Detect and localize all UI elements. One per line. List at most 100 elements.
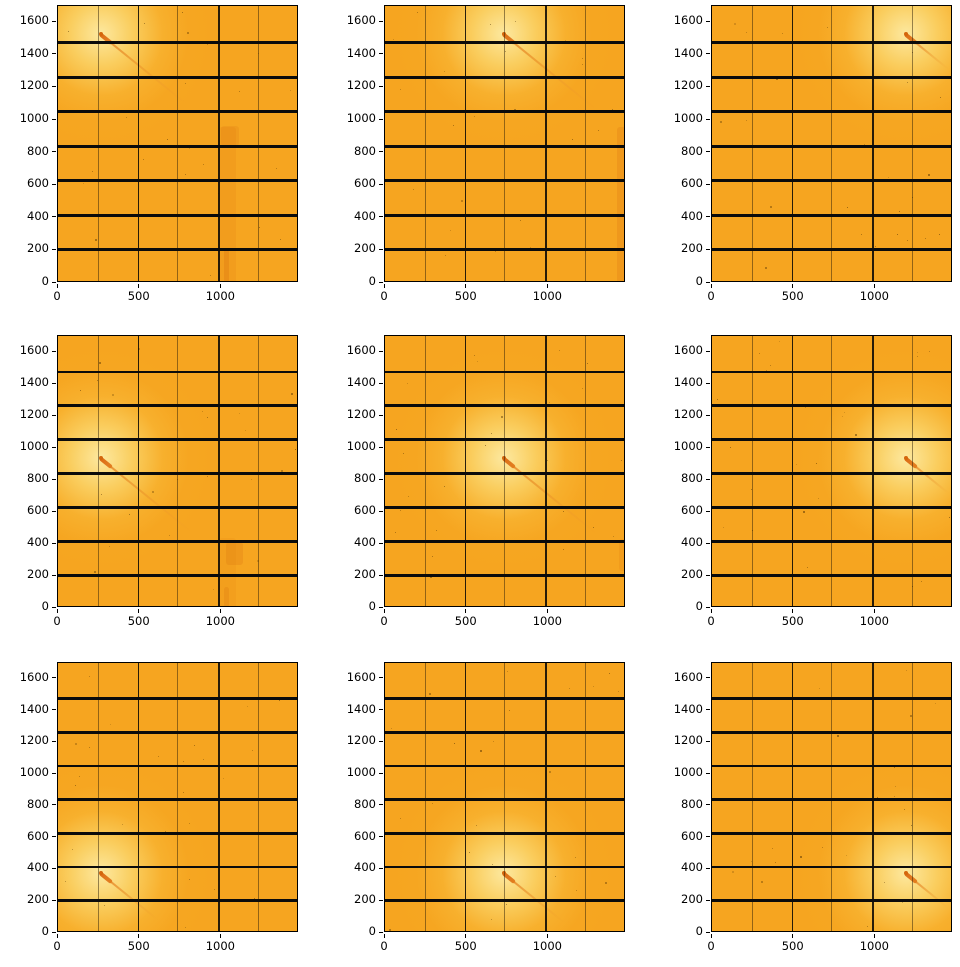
y-tick-mark [52,118,56,120]
module-row-gap-bar [385,248,624,252]
y-tick-mark [52,151,56,153]
y-tick-label: 200 [354,567,376,581]
dust-speck [185,173,187,175]
x-tick-mark [138,284,140,288]
y-tick-mark [52,542,56,544]
module-row-gap-bar [385,540,624,543]
module-column-gap [791,6,793,281]
dust-speck [403,452,405,454]
subplot-panel: 0 200 400 600 800 1000 1200 1400 1600 0 500 1000 [347,335,625,627]
dust-speck [461,200,464,203]
dust-speck [278,700,280,702]
y-tick-label: 600 [354,503,376,517]
y-tick-mark [379,478,383,480]
dust-speck [431,556,433,558]
detector-artifact-band [218,537,237,606]
module-row-gap-bar [712,697,951,700]
dust-speck [548,771,551,774]
dust-speck [67,30,69,32]
dust-speck [745,31,747,33]
module-row-gap-bar [385,798,624,801]
module-row-gap-bar [712,404,951,408]
y-tick-mark [52,836,56,838]
detector-artifact-band [223,248,230,281]
y-tick-label: 1600 [346,669,376,684]
dust-speck [507,670,509,672]
x-tick-mark [56,609,58,613]
dust-speck [206,416,208,418]
module-row-gap-bar [385,179,624,183]
module-row-gap-bar [385,764,624,768]
dust-speck [899,210,901,212]
y-tick-label: 1000 [346,111,376,126]
module-column-line [911,6,913,281]
module-row-gap-bar [385,41,624,44]
y-tick-mark [52,478,56,480]
y-tick-label: 1000 [673,439,703,453]
dust-speck [565,39,567,41]
y-tick-mark [706,151,710,153]
dust-speck [452,125,454,127]
module-row-gap-bar [58,506,297,509]
y-tick-label: 1200 [19,733,49,748]
x-tick-mark [710,609,712,613]
module-row-gap-bar [712,831,951,835]
module-column-line [831,6,833,281]
x-tick-label: 0 [53,614,61,628]
dust-speck [399,88,401,90]
y-tick-mark [379,118,383,120]
dust-speck [884,882,886,884]
y-tick-mark [379,542,383,544]
dust-speck [290,392,293,395]
dust-speck [897,233,899,235]
y-tick-label: 800 [354,796,376,811]
y-tick-label: 1000 [673,765,703,780]
module-column-gap [137,6,139,281]
module-column-line [257,336,259,606]
dust-speck [475,825,477,827]
module-row-gap-bar [58,764,297,768]
dust-speck [495,251,497,253]
y-tick-mark [52,931,56,933]
y-tick-mark [706,216,710,218]
module-row-gap-bar [712,110,951,114]
y-tick-mark [379,53,383,55]
module-row-gap-bar [58,144,297,148]
module-row-gap-bar [58,697,297,700]
y-tick-mark [706,606,710,608]
x-tick-mark [710,934,712,938]
beam-center-spot [501,31,506,36]
y-tick-label: 1200 [346,78,376,93]
dust-speck [846,206,848,208]
y-tick-mark [52,414,56,416]
y-tick-mark [379,382,383,384]
dust-speck [819,687,821,689]
dust-speck [64,881,66,883]
dust-speck [617,691,619,693]
x-tick-mark [219,934,221,938]
module-row-gap-bar [58,438,297,442]
dust-speck [157,755,159,757]
x-tick-label: 1000 [205,289,236,303]
x-tick-mark [383,284,385,288]
dust-speck [844,412,846,414]
module-column-line [177,663,179,931]
module-column-line [97,6,99,281]
y-tick-label: 400 [27,535,49,549]
module-row-gap-bar [712,540,951,543]
x-tick-label: 0 [53,939,61,953]
dust-speck [238,412,240,414]
beam-center-spot [904,456,909,461]
dust-speck [188,148,190,150]
dust-speck [137,348,140,351]
dust-speck [209,274,211,276]
module-row-gap-bar [58,75,297,79]
dust-speck [202,164,204,166]
dust-speck [104,905,106,907]
dust-speck [769,206,772,209]
y-tick-label: 1400 [19,701,49,716]
y-tick-mark [706,931,710,933]
dust-speck [854,433,857,436]
y-tick-mark [52,85,56,87]
y-tick-mark [379,804,383,806]
